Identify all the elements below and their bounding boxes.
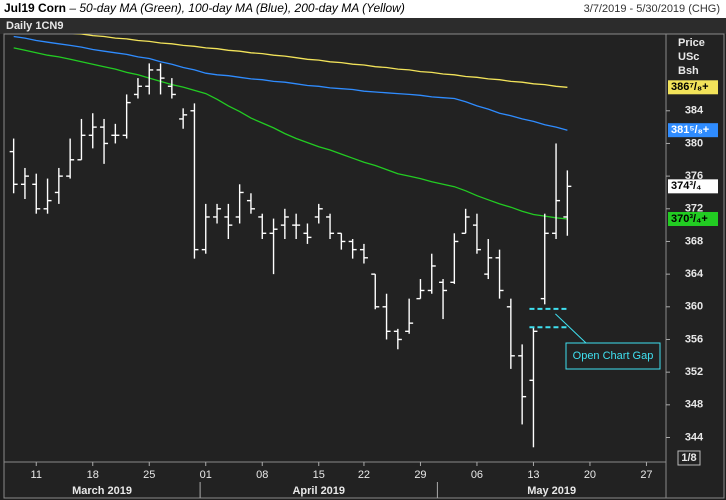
gap-connector — [555, 313, 587, 344]
last-value-box — [668, 80, 718, 95]
moving-average-line — [13, 47, 568, 220]
last-value-label: 374³/₄ — [671, 180, 701, 192]
x-axis-area — [3, 461, 667, 499]
y-tick-label: 356 — [685, 333, 703, 345]
x-tick-label: 27 — [640, 469, 652, 481]
x-tick-label: 25 — [143, 469, 155, 481]
y-tick-label: 372 — [685, 203, 703, 215]
subheader-bar — [0, 18, 726, 34]
subtitle: – 50-day MA (Green), 100-day MA (Blue), … — [68, 1, 404, 15]
tick-size-box — [677, 450, 701, 466]
x-tick-label: 13 — [527, 469, 539, 481]
unit-line: Price — [678, 37, 705, 49]
y-tick-label: 364 — [685, 268, 704, 280]
x-tick-label: 15 — [313, 469, 325, 481]
x-tick-label: 20 — [584, 469, 596, 481]
moving-average-line — [72, 34, 568, 88]
x-tick-label: 22 — [358, 469, 370, 481]
x-tick-label: 29 — [414, 469, 426, 481]
month-label: May 2019 — [527, 485, 576, 497]
header: Jul19 Corn – 50-day MA (Green), 100-day … — [4, 1, 405, 15]
last-value-box — [668, 123, 718, 138]
tick-size: 1/8 — [681, 452, 696, 464]
y-tick-label: 360 — [685, 301, 703, 313]
y-axis-area — [665, 33, 725, 499]
unit-line: Bsh — [678, 65, 699, 77]
header-bar — [0, 0, 726, 18]
date-range: 3/7/2019 - 5/30/2019 (CHG) — [584, 3, 720, 15]
y-tick-label: 384 — [685, 105, 704, 117]
last-value-box — [668, 212, 718, 227]
x-tick-label: 11 — [31, 469, 42, 481]
month-label: March 2019 — [72, 485, 132, 497]
x-tick-label: 18 — [87, 469, 99, 481]
gap-annotation: Open Chart Gap — [573, 350, 654, 362]
y-tick-label: 380 — [685, 137, 703, 149]
moving-average-line — [13, 35, 568, 131]
last-value-label: 386⁷/₈+ — [671, 81, 709, 93]
last-value-label: 381⁵/₈+ — [671, 124, 709, 136]
plot — [9, 34, 572, 448]
x-tick-label: 01 — [200, 469, 212, 481]
gap-annotation-box — [565, 342, 661, 370]
last-value-label: 370³/₄+ — [671, 213, 708, 225]
y-tick-label: 376 — [685, 170, 703, 182]
plot-area — [3, 33, 667, 463]
month-label: April 2019 — [292, 485, 345, 497]
unit-line: USc — [678, 51, 699, 63]
y-tick-label: 352 — [685, 366, 703, 378]
title: Jul19 Corn — [4, 1, 66, 15]
chart-label: Daily 1CN9 — [6, 20, 63, 32]
y-tick-label: 348 — [685, 399, 703, 411]
y-tick-label: 344 — [685, 431, 704, 443]
y-tick-label: 368 — [685, 235, 703, 247]
x-tick-label: 08 — [256, 469, 268, 481]
x-tick-label: 06 — [471, 469, 483, 481]
last-value-box — [668, 179, 718, 194]
